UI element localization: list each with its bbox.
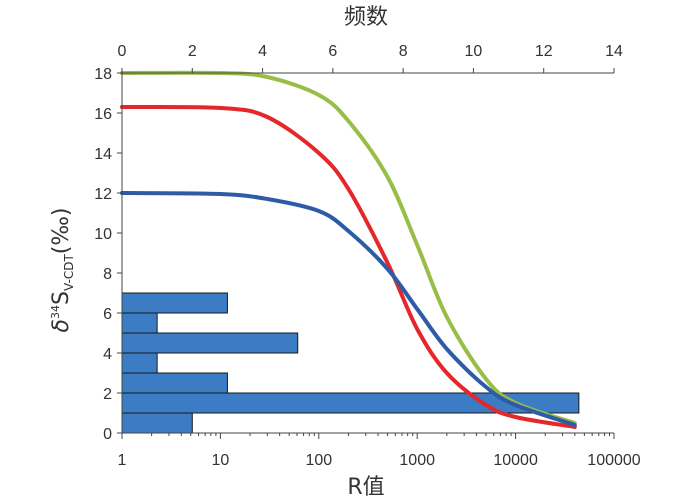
top-tick-label-5: 10 <box>465 43 483 60</box>
bottom-tick-label-2: 100 <box>305 452 332 469</box>
top-tick-label-7: 14 <box>605 43 623 60</box>
bottom-tick-label-0: 1 <box>118 452 127 469</box>
y-tick-label-5: 10 <box>94 226 112 243</box>
y-axis-title-sub: V-CDT <box>62 254 76 291</box>
histogram-bar-0 <box>121 412 193 434</box>
top-tick-label-0: 0 <box>118 43 127 60</box>
histogram-bar-4 <box>121 332 299 354</box>
top-tick-label-3: 6 <box>328 43 337 60</box>
series-lines <box>120 70 577 429</box>
y-axis-title-delta: δ <box>49 319 74 332</box>
top-tick-label-4: 8 <box>399 43 408 60</box>
y-axis-title-sup: 34 <box>49 305 62 319</box>
series-line-0 <box>120 70 577 425</box>
bottom-tick-label-3: 1000 <box>399 452 435 469</box>
histogram-bar-3 <box>121 352 158 374</box>
y-axis-title-unit: (‰) <box>49 208 74 255</box>
bottom-tick-label-1: 10 <box>212 452 230 469</box>
y-tick-label-1: 2 <box>103 386 112 403</box>
top-tick-label-6: 12 <box>535 43 553 60</box>
y-tick-label-7: 14 <box>94 146 112 163</box>
series-line-2 <box>120 191 577 427</box>
bottom-tick-label-4: 10000 <box>493 452 538 469</box>
y-tick-label-9: 18 <box>94 66 112 83</box>
top-tick-label-1: 2 <box>188 43 197 60</box>
y-tick-label-4: 8 <box>103 266 112 283</box>
histogram-bar-2 <box>121 372 228 394</box>
y-axis-title-s: S <box>49 291 74 305</box>
bottom-axis-title: R值 <box>347 475 384 500</box>
histogram <box>121 292 580 434</box>
y-tick-label-2: 4 <box>103 346 112 363</box>
axes <box>121 72 614 434</box>
y-tick-label-8: 16 <box>94 106 112 123</box>
histogram-bar-5 <box>121 312 158 334</box>
top-axis-title: 频数 <box>344 5 388 30</box>
top-tick-label-2: 4 <box>258 43 267 60</box>
ticks: 0 2 4 6 8 10 12 14 16 18 0 2 4 6 8 10 12 14 1 10 100 1000 1000… <box>94 43 641 469</box>
y-tick-label-3: 6 <box>103 306 112 323</box>
y-axis-title: δ34SV-CDT(‰) <box>49 208 76 333</box>
bottom-tick-label-5: 100000 <box>587 452 640 469</box>
histogram-bar-6 <box>121 292 228 314</box>
series-line-1 <box>120 104 577 429</box>
y-tick-label-6: 12 <box>94 186 112 203</box>
y-tick-label-0: 0 <box>103 426 112 443</box>
